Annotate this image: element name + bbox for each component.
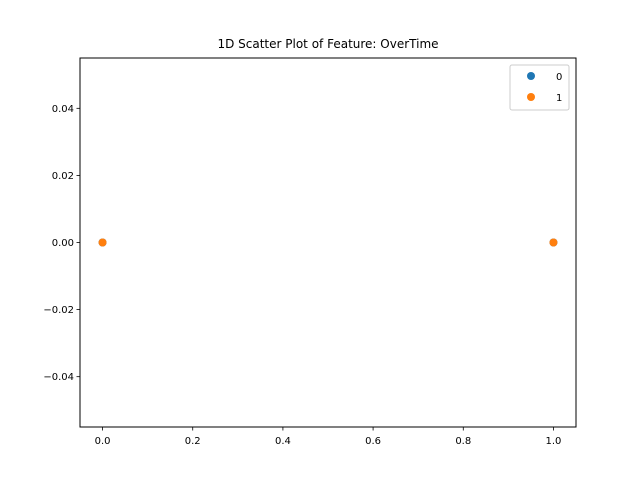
series-1-point xyxy=(98,238,107,247)
legend: 01 xyxy=(509,64,570,111)
x-axis: 0.0 0.2 0.4 0.6 0.8 1.0 xyxy=(95,427,562,447)
series-1-point xyxy=(549,238,558,247)
x-tick-label: 0.2 xyxy=(185,436,201,447)
y-tick-label: −0.02 xyxy=(43,305,74,316)
chart-title: 1D Scatter Plot of Feature: OverTime xyxy=(217,37,438,51)
y-tick-label: 0.02 xyxy=(52,171,74,182)
legend-label-1: 1 xyxy=(556,93,562,104)
x-tick-label: 0.6 xyxy=(365,436,381,447)
legend-box xyxy=(509,64,570,111)
x-tick-label: 0.8 xyxy=(455,436,471,447)
axes-frame xyxy=(79,57,577,428)
y-tick-label: −0.04 xyxy=(43,372,74,383)
x-tick-label: 1.0 xyxy=(546,436,562,447)
legend-marker-1 xyxy=(527,93,535,101)
legend-label-0: 0 xyxy=(556,72,562,83)
plot-area xyxy=(98,238,558,247)
y-tick-label: 0.00 xyxy=(52,238,74,249)
legend-marker-0 xyxy=(527,72,535,80)
x-tick-label: 0.4 xyxy=(275,436,291,447)
x-tick-label: 0.0 xyxy=(95,436,111,447)
y-axis: 0.04 0.02 0.00 −0.02 −0.04 xyxy=(43,104,80,383)
y-tick-label: 0.04 xyxy=(52,104,74,115)
